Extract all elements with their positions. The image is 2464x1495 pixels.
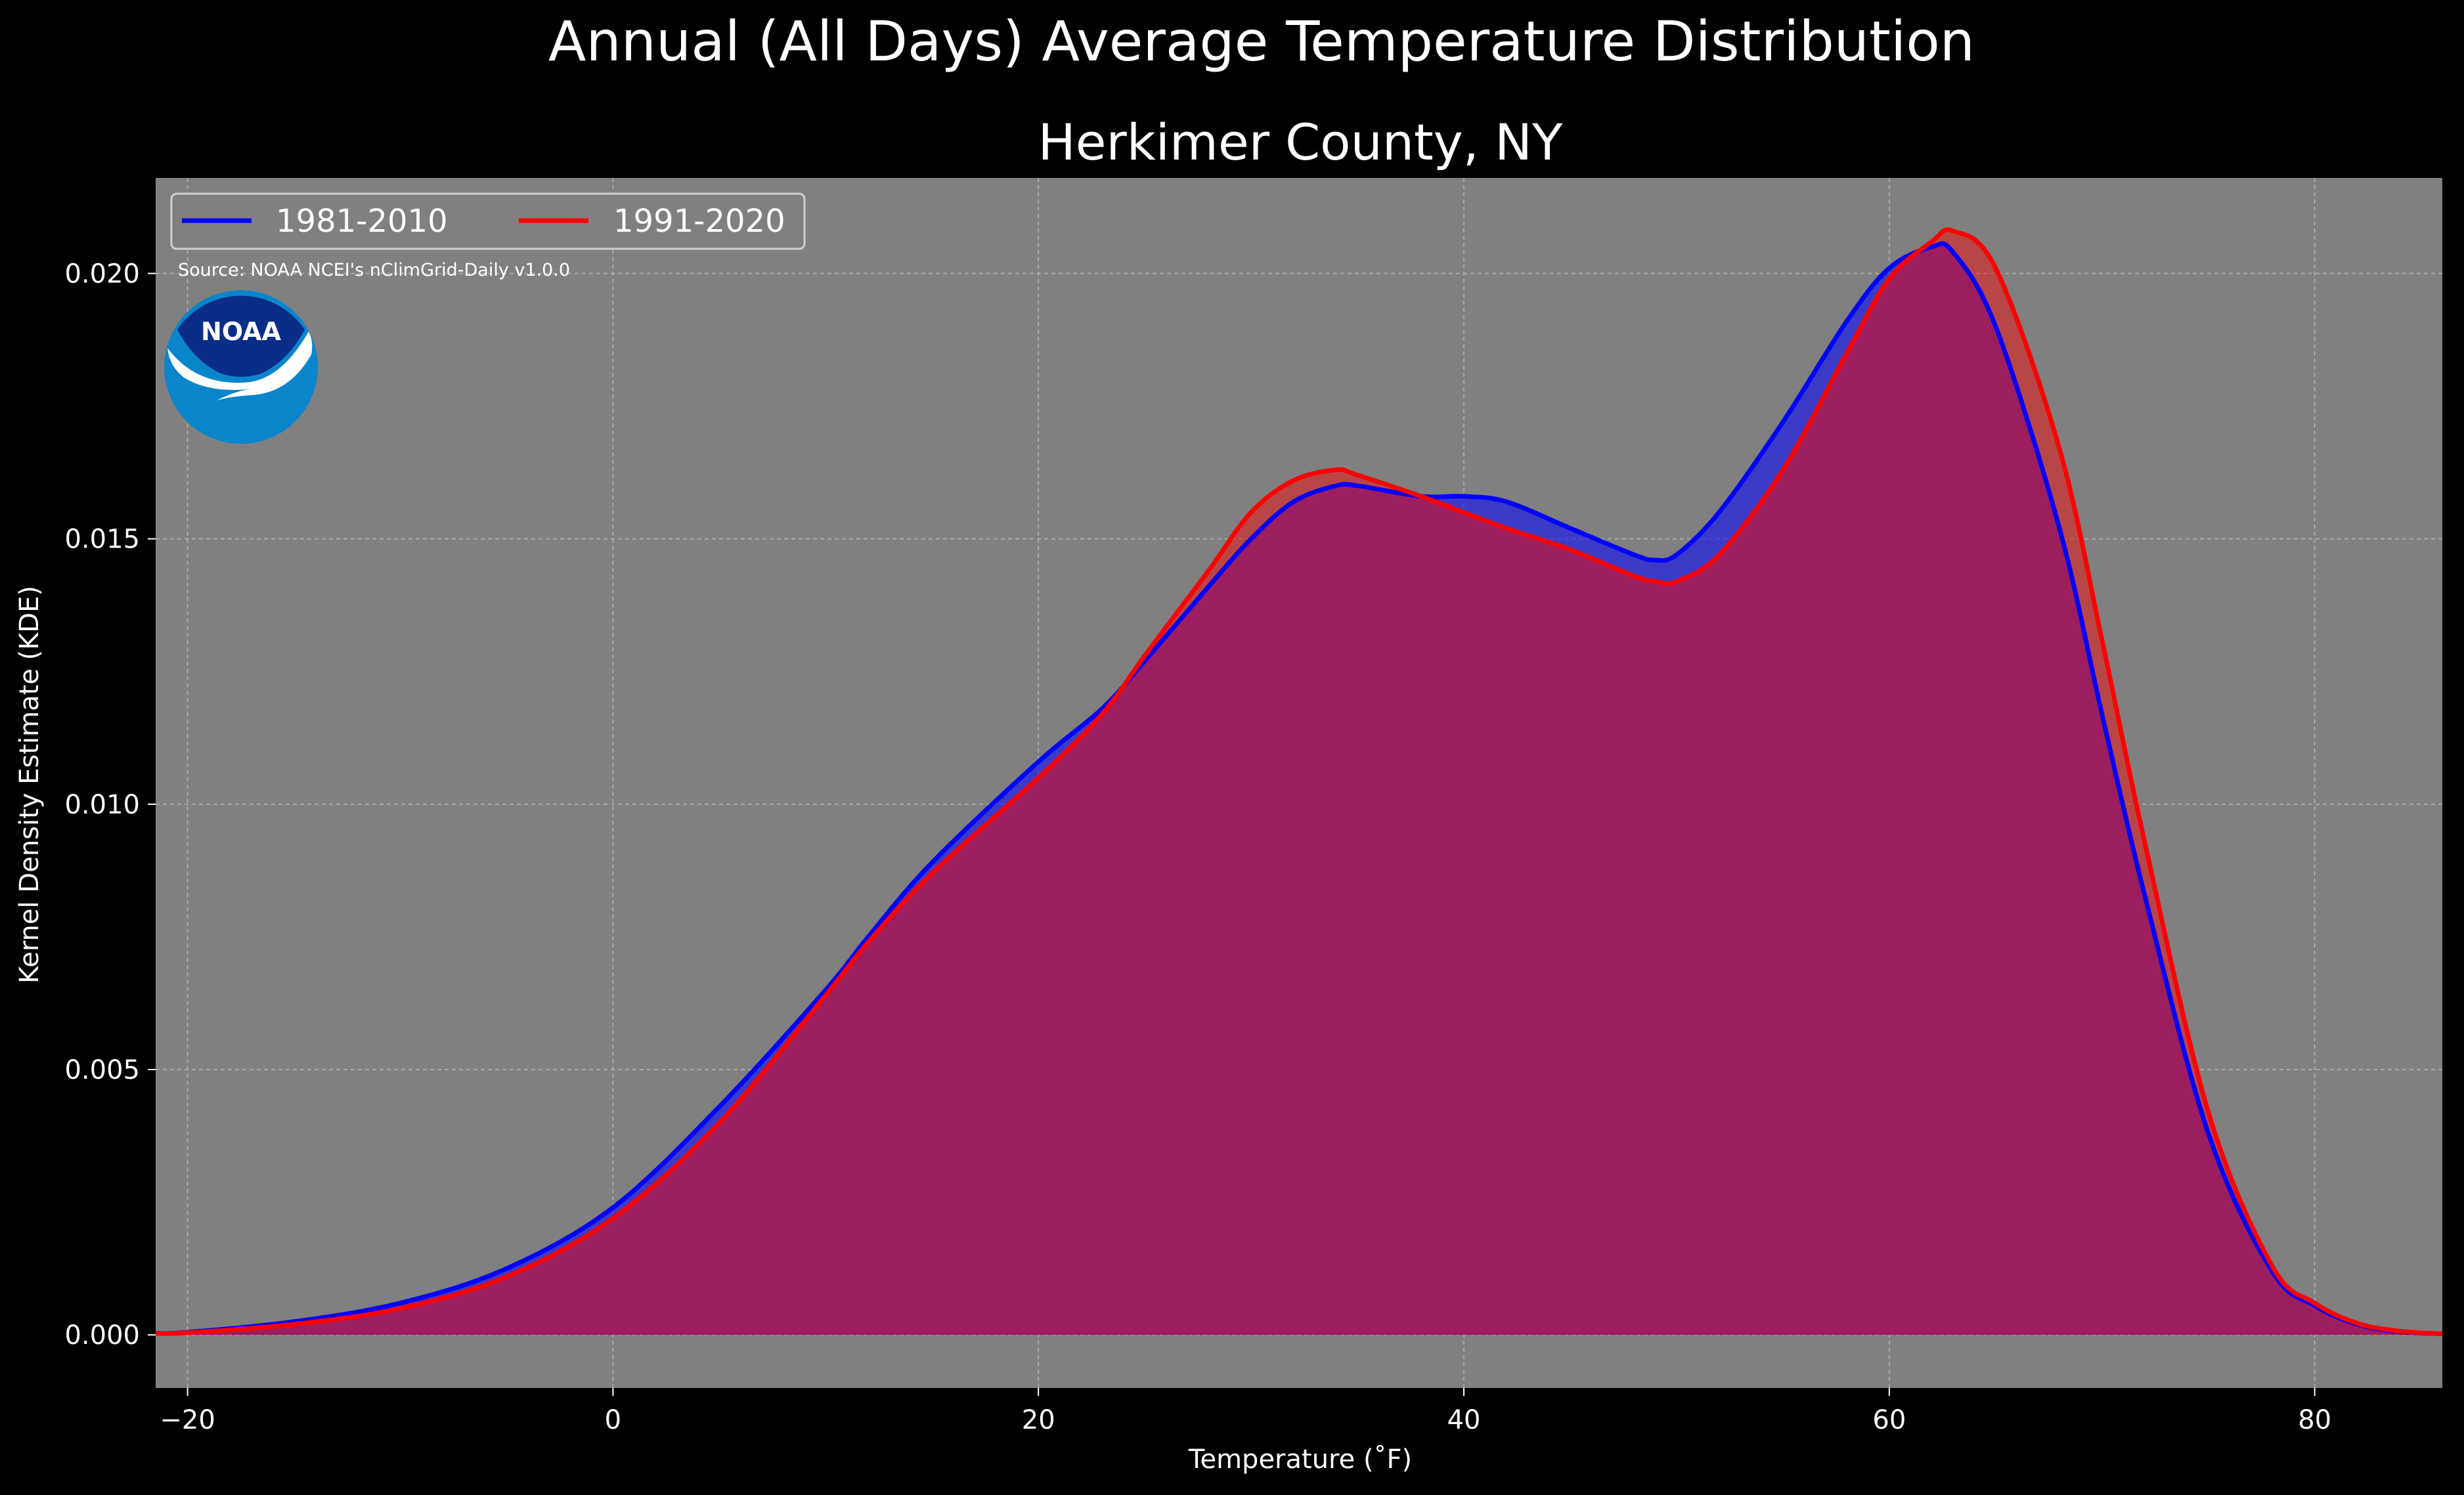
y-tick-label: 0.020 [64,259,140,290]
chart-title: Annual (All Days) Average Temperature Di… [548,9,1975,74]
density-overlap-fill [156,242,2442,1335]
source-note: Source: NOAA NCEI's nClimGrid-Daily v1.0… [178,260,570,280]
y-axis-label: Kernel Density Estimate (KDE) [14,586,45,984]
density-line-1981-2010 [155,241,2443,1336]
noaa-logo-bird-icon [167,332,313,401]
y-tick-label: 0.005 [64,1055,140,1085]
legend-label-1991-2020: 1991-2020 [613,203,785,240]
x-tick-label: 60 [1872,1405,1906,1435]
noaa-logo: NOAA [164,290,318,444]
x-tick-label: −20 [160,1405,215,1435]
density-lines [155,227,2443,1336]
x-tick-label: 0 [605,1405,621,1435]
density-line-1991-2020 [155,227,2443,1336]
x-tick-label: 20 [1022,1405,1055,1435]
y-tick-label: 0.000 [64,1320,140,1351]
x-tick-label: 80 [2298,1405,2331,1435]
chart-subtitle: Herkimer County, NY [1038,113,1563,171]
noaa-logo-dark-top [177,295,305,377]
legend-label-1981-2010: 1981-2010 [276,203,448,240]
legend: 1981-2010 1991-2020 [170,192,806,250]
noaa-logo-text: NOAA [201,317,281,346]
y-tick-label: 0.015 [64,525,140,555]
x-tick-label: 40 [1447,1405,1481,1435]
density-fills [156,229,2442,1335]
axes: −20 0 20 40 60 80 0.000 0.005 0.010 0.015 0.020 [64,259,2331,1436]
x-axis-label: Temperature (˚F) [1188,1444,1412,1475]
legend-box [170,192,806,250]
y-tick-label: 0.010 [64,790,140,820]
